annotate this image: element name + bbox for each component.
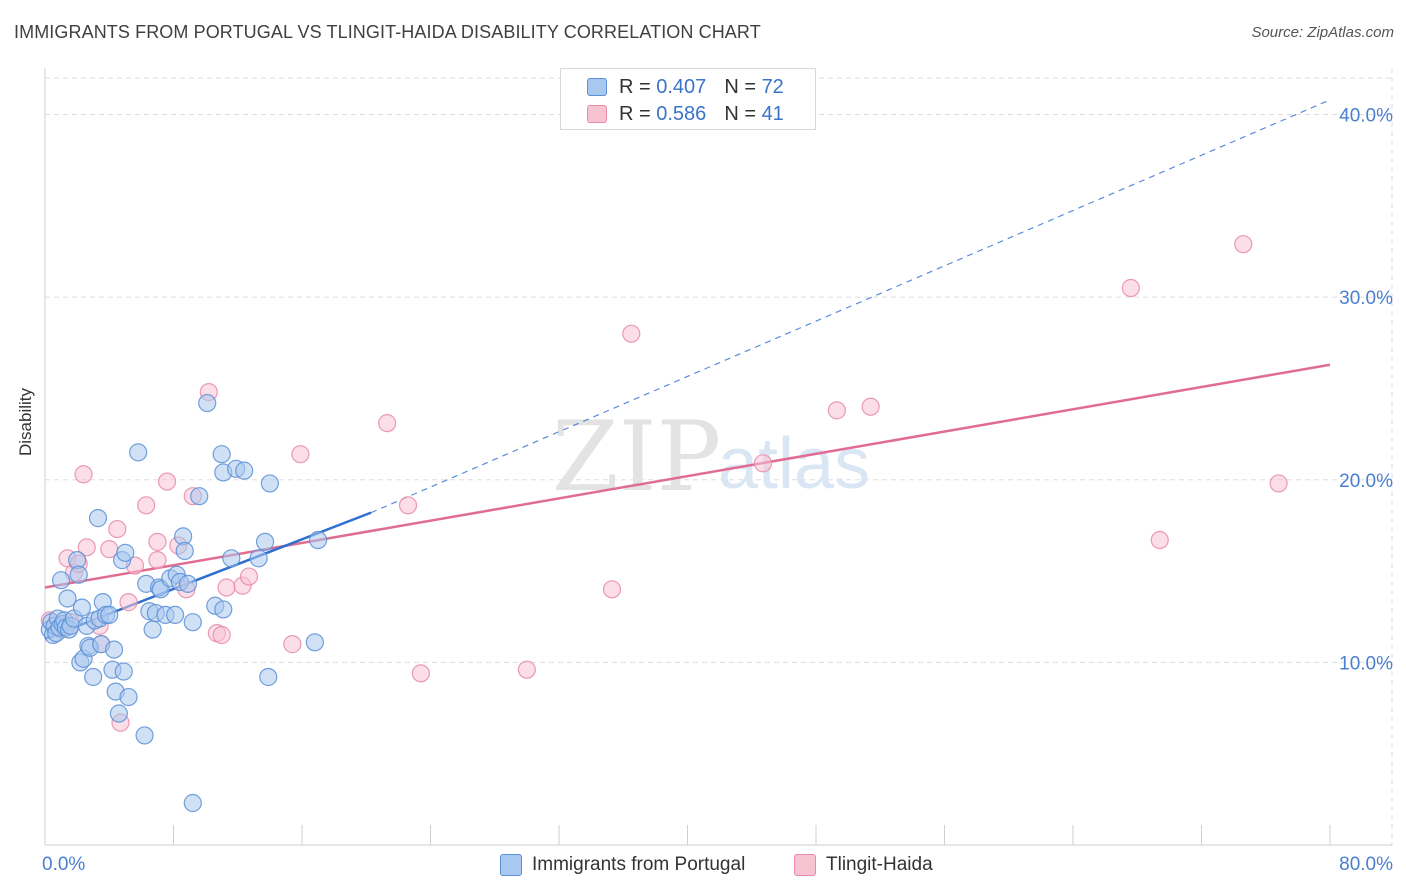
tlingit-point — [212, 625, 231, 645]
bottom-legend-swatch-portugal — [500, 854, 522, 876]
tlingit-point — [1234, 235, 1253, 254]
portugal-point — [72, 598, 92, 617]
bottom-legend-swatch-tlingit — [794, 854, 816, 876]
tlingit-point — [753, 454, 773, 473]
legend-n-label: N = — [724, 75, 756, 98]
portugal-point — [259, 667, 278, 687]
portugal-point — [116, 543, 135, 562]
portugal-point — [58, 589, 77, 608]
portugal-point — [114, 662, 133, 681]
tlingit-point — [283, 635, 302, 654]
legend-swatch-tlingit — [587, 105, 607, 123]
portugal-point — [255, 532, 275, 551]
portugal-point — [190, 487, 209, 506]
portugal-point — [166, 605, 185, 625]
portugal-point — [183, 613, 202, 632]
portugal-point — [212, 445, 231, 464]
data-points — [40, 235, 1288, 813]
tick-labels: 10.0% 20.0% 30.0% 40.0% 0.0% 80.0% — [42, 106, 1393, 875]
tlingit-point — [1121, 278, 1140, 298]
tlingit-point — [239, 567, 259, 586]
bottom-legend-tlingit: Tlingit-Haida — [794, 852, 933, 878]
portugal-point — [109, 704, 128, 723]
portugal-point — [198, 393, 217, 413]
legend-n-value-tlingit: 41 — [761, 102, 784, 125]
legend-row-portugal: R = 0.407 N = 72 — [587, 74, 784, 100]
correlation-legend: R = 0.407 N = 72 R = 0.586 N = 41 — [560, 68, 816, 130]
portugal-point — [175, 541, 194, 561]
y-tick-label-40: 40.0% — [1339, 106, 1393, 127]
portugal-point — [135, 726, 154, 745]
x-tick-label-max: 80.0% — [1339, 854, 1393, 875]
portugal-point — [260, 474, 279, 493]
portugal-point — [178, 574, 198, 593]
tlingit-point — [148, 532, 167, 551]
trend-portugal-extension — [370, 99, 1331, 514]
tlingit-point — [827, 401, 846, 420]
tlingit-point — [217, 578, 236, 597]
portugal-point — [308, 530, 328, 550]
legend-row-tlingit: R = 0.586 N = 41 — [587, 101, 784, 127]
portugal-point — [249, 549, 268, 568]
tlingit-point — [378, 414, 397, 433]
tlingit-point — [119, 593, 138, 612]
y-tick-label-20: 20.0% — [1339, 471, 1393, 492]
tlingit-point — [1150, 530, 1169, 550]
tlingit-point — [157, 472, 177, 491]
tlingit-point — [398, 496, 418, 515]
tlingit-point — [108, 519, 127, 539]
portugal-point — [129, 443, 148, 462]
legend-n-label: N = — [724, 102, 756, 125]
legend-r-label: R = — [619, 102, 651, 125]
watermark: ZIP atlas — [552, 401, 870, 513]
tlingit-point — [291, 445, 310, 464]
tlingit-point — [517, 660, 536, 679]
portugal-point — [305, 633, 324, 652]
legend-swatch-portugal — [587, 78, 607, 96]
legend-n-value-portugal: 72 — [761, 75, 784, 98]
portugal-point — [235, 461, 254, 480]
bottom-legend-portugal: Immigrants from Portugal — [500, 852, 745, 878]
tlingit-point — [137, 496, 156, 515]
bottom-legend-label-tlingit: Tlingit-Haida — [826, 854, 933, 875]
portugal-point — [69, 565, 88, 584]
bottom-legend-label-portugal: Immigrants from Portugal — [532, 854, 746, 875]
source-label: Source: ZipAtlas.com — [1251, 24, 1394, 41]
axes — [44, 68, 1392, 846]
tlingit-point — [861, 397, 880, 416]
y-tick-label-10: 10.0% — [1339, 653, 1393, 674]
portugal-point — [183, 793, 202, 813]
tlingit-point — [148, 551, 167, 570]
tlingit-point — [622, 324, 641, 343]
portugal-point — [51, 571, 71, 590]
watermark-atlas: atlas — [718, 424, 870, 504]
tlingit-point — [74, 465, 93, 484]
y-axis-label: Disability — [16, 387, 35, 456]
portugal-point — [222, 549, 241, 568]
tlingit-point — [77, 538, 96, 557]
tlingit-point — [411, 664, 430, 683]
tlingit-point — [602, 580, 622, 599]
legend-r-value-tlingit: 0.586 — [656, 102, 707, 125]
portugal-point — [214, 600, 233, 619]
chart-title: IMMIGRANTS FROM PORTUGAL VS TLINGIT-HAID… — [14, 22, 761, 42]
portugal-point — [119, 687, 138, 707]
portugal-point — [84, 667, 103, 687]
legend-r-label: R = — [619, 75, 651, 98]
portugal-point — [88, 509, 108, 528]
y-tick-label-30: 30.0% — [1339, 288, 1393, 309]
portugal-point — [143, 620, 162, 639]
tlingit-point — [1269, 474, 1288, 493]
portugal-point — [100, 605, 119, 625]
portugal-point — [104, 640, 124, 659]
legend-r-value-portugal: 0.407 — [656, 75, 707, 98]
x-tick-label-min: 0.0% — [42, 854, 85, 875]
